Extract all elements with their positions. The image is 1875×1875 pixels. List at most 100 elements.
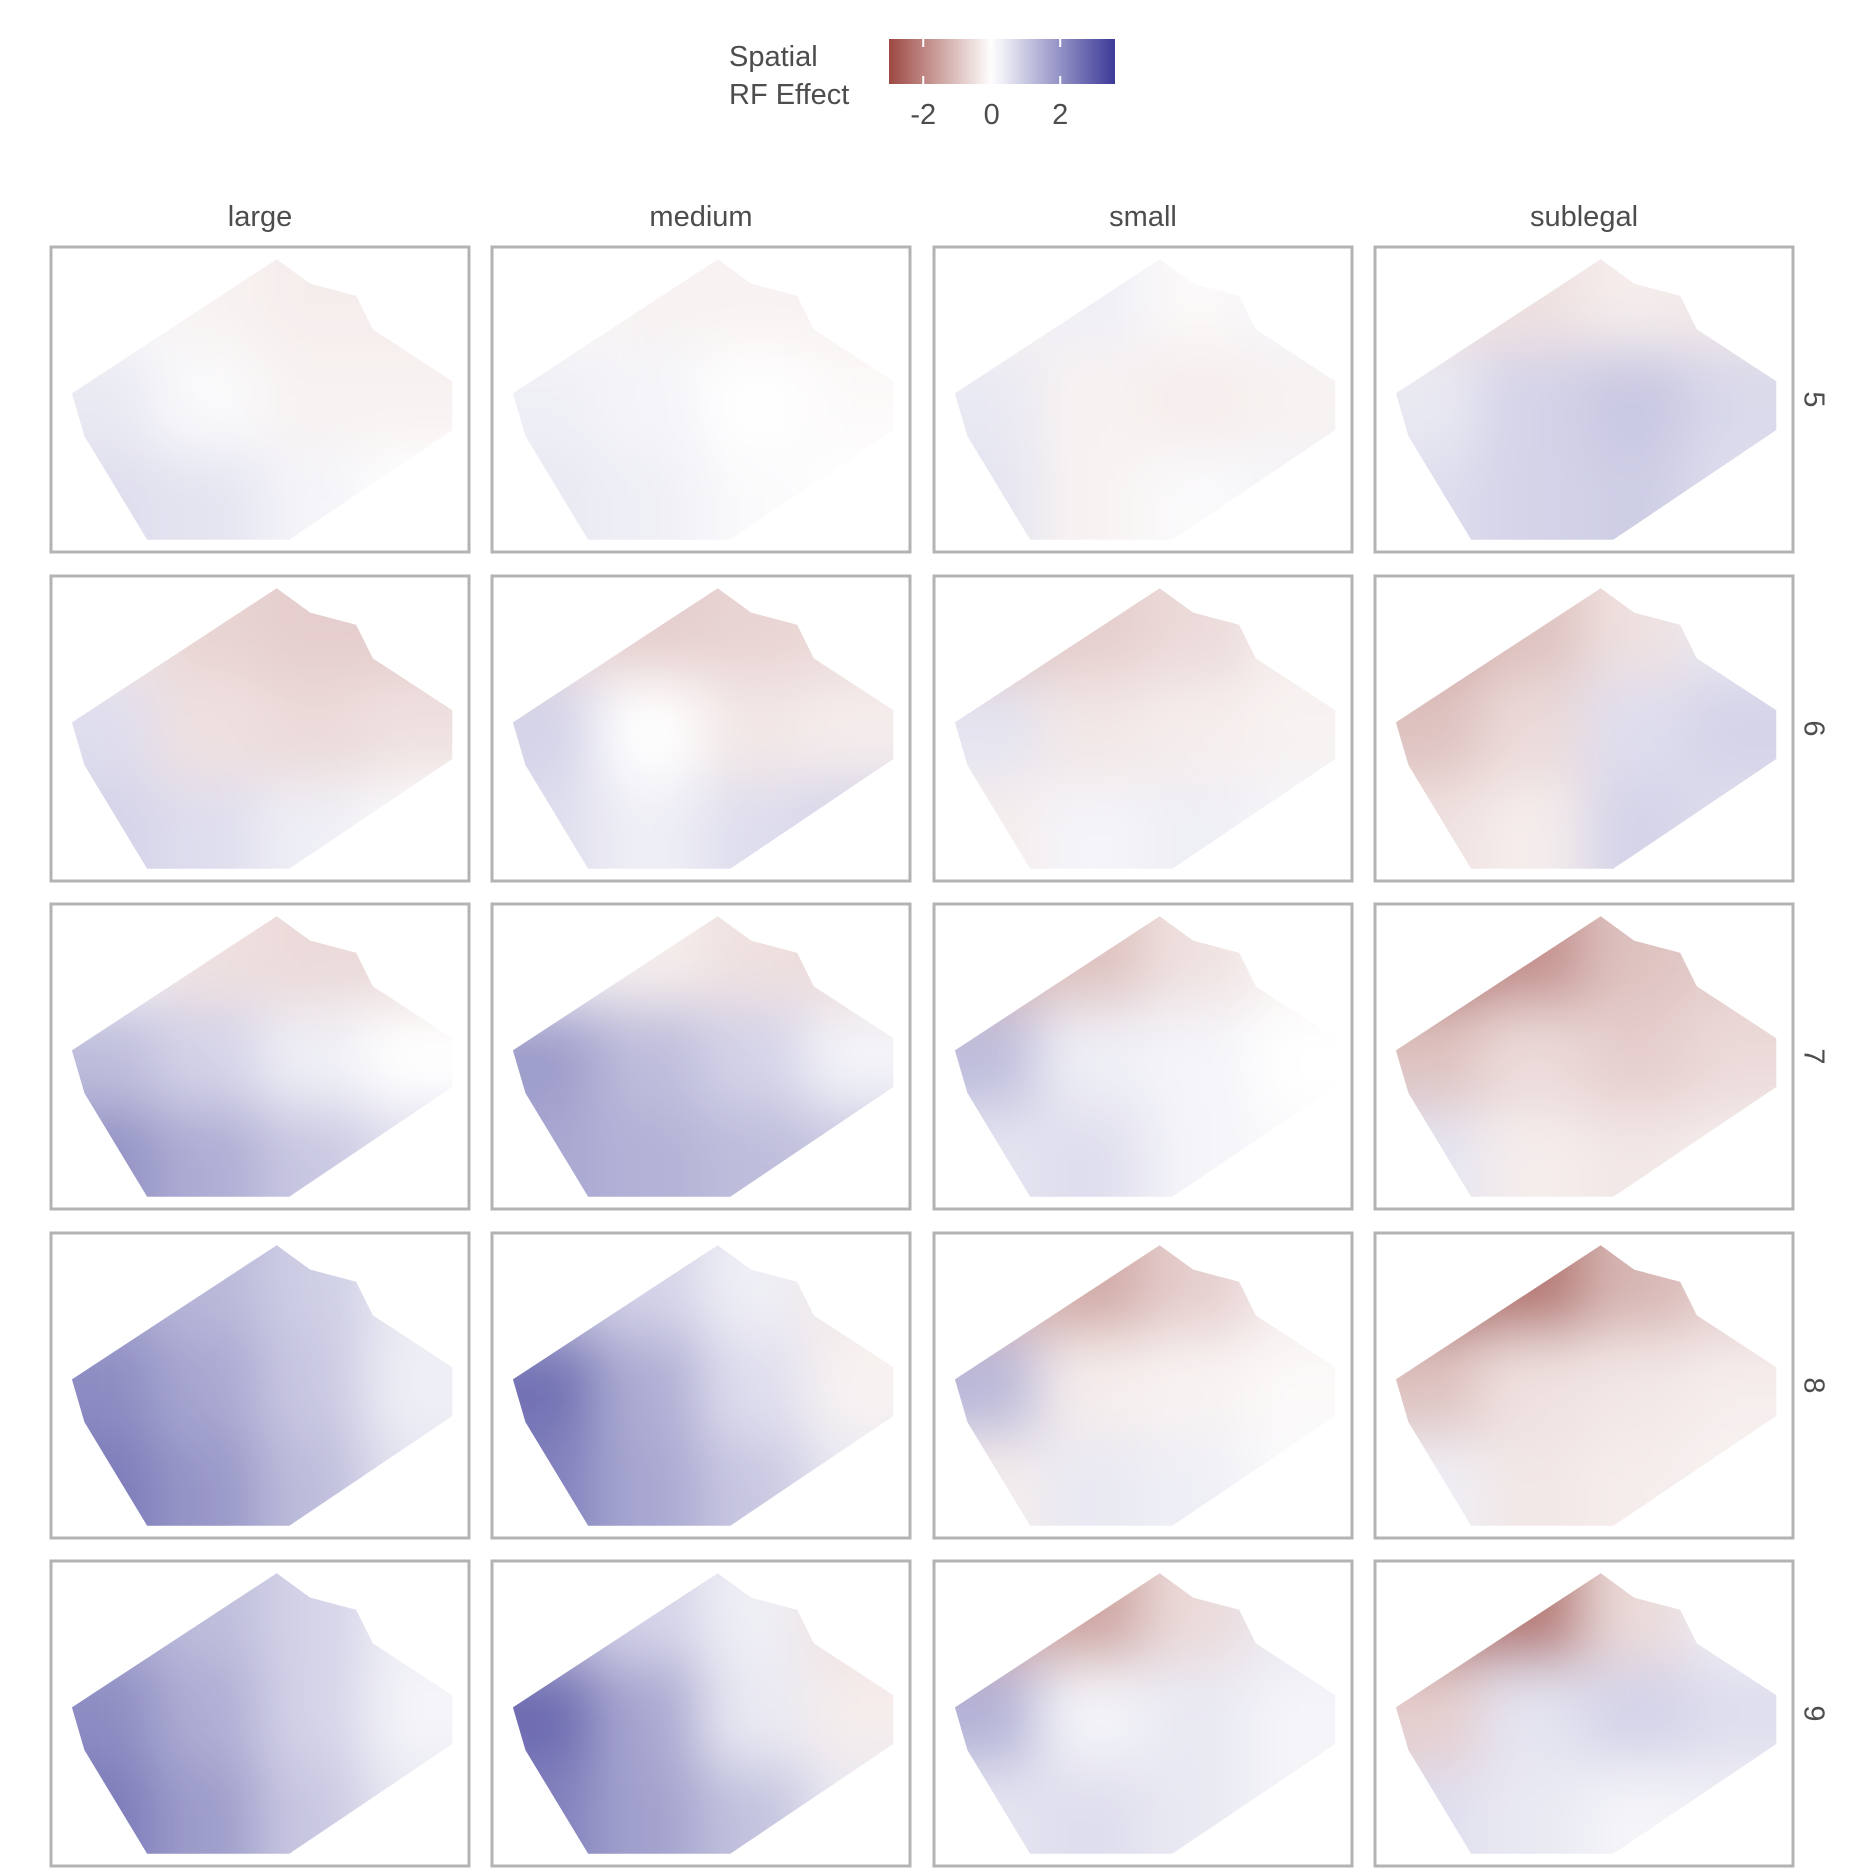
heat-cell xyxy=(596,348,702,451)
panel-border xyxy=(932,245,1354,554)
heat-cell xyxy=(512,779,597,869)
heat-cell xyxy=(1479,1334,1585,1437)
heat-cell xyxy=(1395,1436,1480,1526)
heat-cell xyxy=(260,1764,365,1854)
heat-cell xyxy=(1038,588,1144,679)
heat-cell xyxy=(701,450,806,540)
row-label: 5 xyxy=(1797,391,1829,407)
heat-cell xyxy=(1688,588,1777,679)
heat-cell xyxy=(1143,1662,1248,1765)
heat-cell xyxy=(71,588,156,679)
heat-cell xyxy=(701,677,806,780)
panel-border xyxy=(490,574,912,883)
heat-cell xyxy=(71,916,156,1007)
heat-cell xyxy=(71,1334,156,1437)
heat-cell xyxy=(1247,1245,1336,1336)
heat-cell xyxy=(596,1245,702,1336)
heat-cell xyxy=(1247,1764,1336,1854)
colorbar xyxy=(889,39,1115,84)
panel-field xyxy=(1395,588,1777,869)
heat-cell xyxy=(1038,348,1144,451)
heat-cell xyxy=(805,1005,894,1108)
heat-cell xyxy=(1038,1005,1144,1108)
heat-cell xyxy=(1479,1245,1585,1336)
heat-cell xyxy=(954,1573,1039,1664)
heat-cell xyxy=(71,348,156,451)
heat-cell xyxy=(954,779,1039,869)
heat-cell xyxy=(364,1573,453,1664)
panel-field xyxy=(954,588,1336,869)
heat-cell xyxy=(954,1662,1039,1765)
column-label: medium xyxy=(649,201,752,233)
heat-cell xyxy=(1143,450,1248,540)
heat-cell xyxy=(512,1764,597,1854)
heat-cell xyxy=(1584,1764,1689,1854)
panel-field xyxy=(71,588,453,869)
panel-field xyxy=(954,259,1336,540)
heat-cell xyxy=(155,1436,261,1526)
panel-cells xyxy=(512,1245,894,1526)
heat-cell xyxy=(364,348,453,451)
heat-cell xyxy=(1688,450,1777,540)
panel-cells xyxy=(71,588,453,869)
heat-cell xyxy=(701,1334,806,1437)
heat-cell xyxy=(1688,1573,1777,1664)
heat-cell xyxy=(1143,677,1248,780)
heat-cell xyxy=(1584,1662,1689,1765)
heat-cell xyxy=(954,1107,1039,1197)
heat-cell xyxy=(1584,1334,1689,1437)
heat-cell xyxy=(1038,1107,1144,1197)
heat-cell xyxy=(71,1107,156,1197)
heat-cell xyxy=(71,1005,156,1108)
heat-cell xyxy=(364,677,453,780)
panel-field xyxy=(512,259,894,540)
heat-cell xyxy=(805,1662,894,1765)
panel-field xyxy=(71,259,453,540)
heat-cell xyxy=(1247,1436,1336,1526)
heat-cell xyxy=(1247,677,1336,780)
heat-cell xyxy=(155,1764,261,1854)
panel-cells xyxy=(512,1573,894,1854)
heat-cell xyxy=(155,677,261,780)
heat-cell xyxy=(954,1005,1039,1108)
heat-cell xyxy=(155,588,261,679)
panel-field xyxy=(954,1573,1336,1854)
heat-cell xyxy=(1688,1764,1777,1854)
panel-field xyxy=(1395,1245,1777,1526)
legend-title: Spatial xyxy=(729,41,818,73)
panel-field xyxy=(71,1245,453,1526)
heat-cell xyxy=(701,348,806,451)
heat-cell xyxy=(954,1436,1039,1526)
panel-border xyxy=(932,1231,1354,1540)
heat-cell xyxy=(512,259,597,350)
row-label: 6 xyxy=(1797,720,1829,736)
heat-cell xyxy=(1584,1107,1689,1197)
heat-cell xyxy=(701,1662,806,1765)
heat-cell xyxy=(1038,450,1144,540)
heat-cell xyxy=(954,450,1039,540)
panel-border xyxy=(1373,574,1795,883)
heat-cell xyxy=(805,348,894,451)
heat-cell xyxy=(1479,1107,1585,1197)
heat-cell xyxy=(155,1334,261,1437)
heat-cell xyxy=(1143,588,1248,679)
column-label: large xyxy=(228,201,293,233)
heat-cell xyxy=(1479,1436,1585,1526)
legend-title: RF Effect xyxy=(729,79,849,111)
panel-cells xyxy=(1395,1245,1777,1526)
heat-cell xyxy=(701,1107,806,1197)
colorbar-tick-label: 2 xyxy=(1052,99,1068,131)
heat-cell xyxy=(364,1436,453,1526)
heat-cell xyxy=(1479,588,1585,679)
heat-cell xyxy=(512,1245,597,1336)
heat-cell xyxy=(1247,1573,1336,1664)
panel-field xyxy=(71,916,453,1197)
heat-cell xyxy=(155,1245,261,1336)
heat-cell xyxy=(596,779,702,869)
heat-cell xyxy=(512,916,597,1007)
heat-cell xyxy=(1143,1764,1248,1854)
heat-cell xyxy=(1038,1245,1144,1336)
heat-cell xyxy=(805,779,894,869)
heat-cell xyxy=(596,1764,702,1854)
heat-cell xyxy=(1395,259,1480,350)
